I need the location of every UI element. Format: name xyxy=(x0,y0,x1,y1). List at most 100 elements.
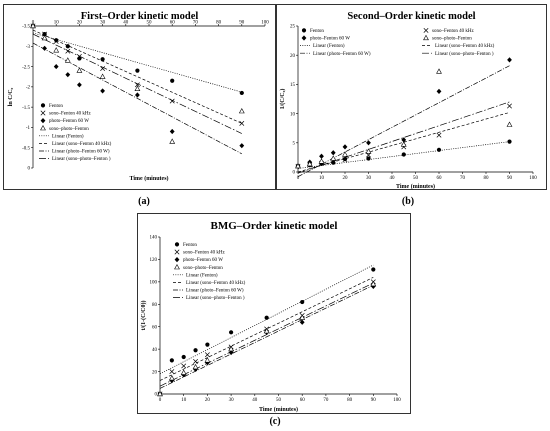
data-point xyxy=(330,150,336,156)
data-point xyxy=(365,148,372,154)
panel-frame xyxy=(137,213,411,414)
x-axis-label: Time (minutes) xyxy=(259,406,298,413)
data-point xyxy=(181,354,186,360)
caption-a: (a) xyxy=(138,196,150,207)
legend-label: Linear (sono–Fenton 40 kHz) xyxy=(435,44,495,49)
y-tick-label: -2 xyxy=(26,86,31,91)
data-point xyxy=(342,157,348,163)
series-x xyxy=(295,103,512,169)
chart-title: Second–Order kinetic model xyxy=(347,11,475,22)
legend-marker xyxy=(301,35,307,41)
legend-marker xyxy=(174,249,180,255)
data-point xyxy=(100,57,105,62)
y-tick-label: -0.5 xyxy=(22,146,30,151)
data-point xyxy=(65,72,71,78)
data-point xyxy=(295,162,301,169)
data-point xyxy=(205,360,210,366)
y-tick-label: -2.5 xyxy=(22,65,30,70)
data-point xyxy=(181,363,187,369)
x-tick-label: 40 xyxy=(123,21,129,26)
x-tick-label: 10 xyxy=(54,21,60,26)
data-point xyxy=(436,68,442,74)
x-axis-label: Time (minutes) xyxy=(129,175,168,182)
data-point xyxy=(77,56,82,61)
data-point xyxy=(157,390,163,397)
x-tick-label: 20 xyxy=(77,21,83,26)
legend-label: Fenton xyxy=(49,104,63,109)
x-tick-label: 60 xyxy=(437,176,443,181)
data-point xyxy=(366,156,371,161)
y-tick-label: 120 xyxy=(150,258,158,263)
x-axis-label: Time (minutes) xyxy=(396,183,435,190)
y-tick-label: -3 xyxy=(26,45,31,50)
y-tick-label: -3.5 xyxy=(22,25,30,30)
legend-label: Linear (sono–photo–Fenton ) xyxy=(435,52,494,57)
data-point xyxy=(239,90,244,96)
data-point xyxy=(371,267,376,272)
legend-marker xyxy=(301,28,307,33)
y-tick-label: 60 xyxy=(152,325,158,330)
data-point xyxy=(239,120,245,126)
y-tick-label: -1.5 xyxy=(22,106,30,111)
bmg-order-chart: BMG–Order kinetic model 0 10 20 30 40 50 60 70 80… xyxy=(137,213,411,414)
legend-label: Linear (sono–Fenton 40 kHz) xyxy=(186,281,246,286)
x-tick-label: 20 xyxy=(205,398,211,403)
chart-title: BMG–Order kinetic model xyxy=(211,220,338,232)
x-tick-label: 30 xyxy=(366,176,372,181)
x-tick-label: 80 xyxy=(347,398,353,403)
series-triangle xyxy=(30,22,245,144)
data-point xyxy=(42,45,47,51)
first-order-chart: First–Order kinetic model 0 10 20 30 40 50 60 70… xyxy=(3,4,276,190)
x-tick-label: 70 xyxy=(460,176,466,181)
y-axis-label: 1/(C/C₀) xyxy=(279,89,286,110)
x-tick-label: 30 xyxy=(229,398,235,403)
data-point xyxy=(169,98,175,104)
legend-marker xyxy=(423,27,429,33)
data-point xyxy=(300,299,305,305)
panel-frame xyxy=(3,4,276,190)
legend-label: sono–Fenton 40 kHz xyxy=(49,112,91,117)
legend-label: photo–Fenton 60 W xyxy=(310,37,350,42)
y-tick-label: 15 xyxy=(290,83,296,88)
data-point xyxy=(42,31,48,37)
legend-label: sono–Fenton 40 kHz xyxy=(432,29,474,34)
y-tick-label: 100 xyxy=(150,281,158,286)
x-tick-label: 80 xyxy=(484,176,490,181)
trendline xyxy=(32,29,242,124)
legend-marker xyxy=(40,124,46,131)
x-tick-label: 30 xyxy=(100,21,106,26)
x-tick-label: 50 xyxy=(413,176,419,181)
data-point xyxy=(135,92,140,98)
panel-frame xyxy=(276,4,547,190)
data-point xyxy=(169,138,176,144)
data-point xyxy=(64,57,71,63)
y-tick-label: 0 xyxy=(293,171,296,176)
x-tick-label: 50 xyxy=(276,398,282,403)
y-tick-label: 25 xyxy=(290,25,296,30)
data-point xyxy=(168,375,175,381)
data-point xyxy=(401,152,406,157)
data-point xyxy=(100,88,105,94)
legend: Fenton sono–Fenton 40 kHz photo–Fenton 60 … xyxy=(39,103,112,162)
data-point xyxy=(204,357,211,363)
data-point xyxy=(306,160,313,167)
legend: Fenton sono–Fenton 40 kHz photo–Fenton 60 … xyxy=(173,242,246,301)
legend-label: Linear (Fenton) xyxy=(313,44,345,49)
x-tick-label: 10 xyxy=(319,176,325,181)
legend-label: photo–Fenton 60 W xyxy=(183,258,223,263)
legend-label: Linear (sono–Fenton 40 kHz) xyxy=(52,142,112,147)
legend-label: Linear (photo–Fenton 60 W) xyxy=(52,150,110,155)
data-point xyxy=(342,144,348,150)
legend-label: sono–photo–Fenton xyxy=(432,37,472,42)
data-point xyxy=(204,352,210,358)
x-tick-label: 50 xyxy=(147,21,153,26)
legend-label: sono–photo–Fenton xyxy=(49,127,89,132)
trendline xyxy=(159,277,374,381)
series-diamond xyxy=(295,57,512,169)
data-point xyxy=(239,143,245,149)
data-point xyxy=(180,369,187,375)
legend-label: photo–Fenton 60 W xyxy=(49,119,89,124)
data-point xyxy=(319,153,324,159)
y-tick-label: 0 xyxy=(155,393,158,398)
data-point xyxy=(192,363,199,370)
